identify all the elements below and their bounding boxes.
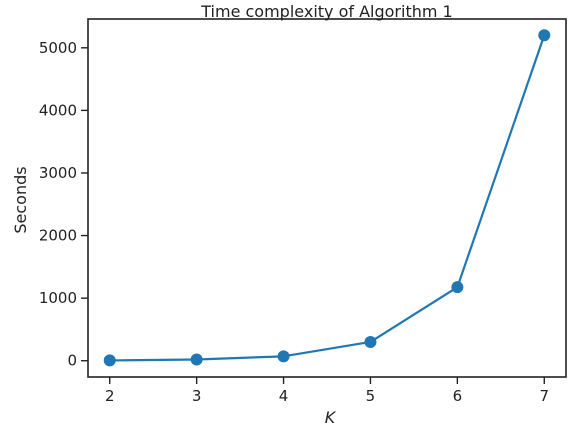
x-tick-label: 5 (366, 387, 376, 405)
y-tick-label: 5000 (39, 39, 77, 57)
x-tick-label: 7 (539, 387, 549, 405)
y-axis-label: Seconds (11, 166, 30, 233)
x-tick-label: 4 (279, 387, 289, 405)
data-point (277, 350, 290, 363)
chart-title: Time complexity of Algorithm 1 (200, 2, 452, 21)
y-tick-label: 3000 (39, 164, 77, 182)
data-point (451, 281, 464, 294)
y-tick-label: 4000 (39, 101, 77, 119)
x-tick-label: 2 (105, 387, 115, 405)
data-point (538, 29, 551, 42)
series-line (109, 34, 546, 362)
x-axis-ticks: 2 3 4 5 6 7 (105, 377, 549, 405)
y-tick-label: 1000 (39, 289, 77, 307)
y-axis-ticks: 0 1000 2000 3000 4000 5000 (39, 39, 88, 370)
data-point (190, 353, 203, 366)
y-tick-label: 2000 (39, 227, 77, 245)
x-tick-label: 6 (453, 387, 463, 405)
x-tick-label: 3 (192, 387, 202, 405)
x-axis-label: K (325, 408, 337, 427)
data-point (103, 354, 116, 367)
plot-frame (87, 18, 567, 378)
y-tick-label: 0 (67, 352, 77, 370)
series-layer (103, 29, 551, 367)
data-point (364, 335, 377, 348)
